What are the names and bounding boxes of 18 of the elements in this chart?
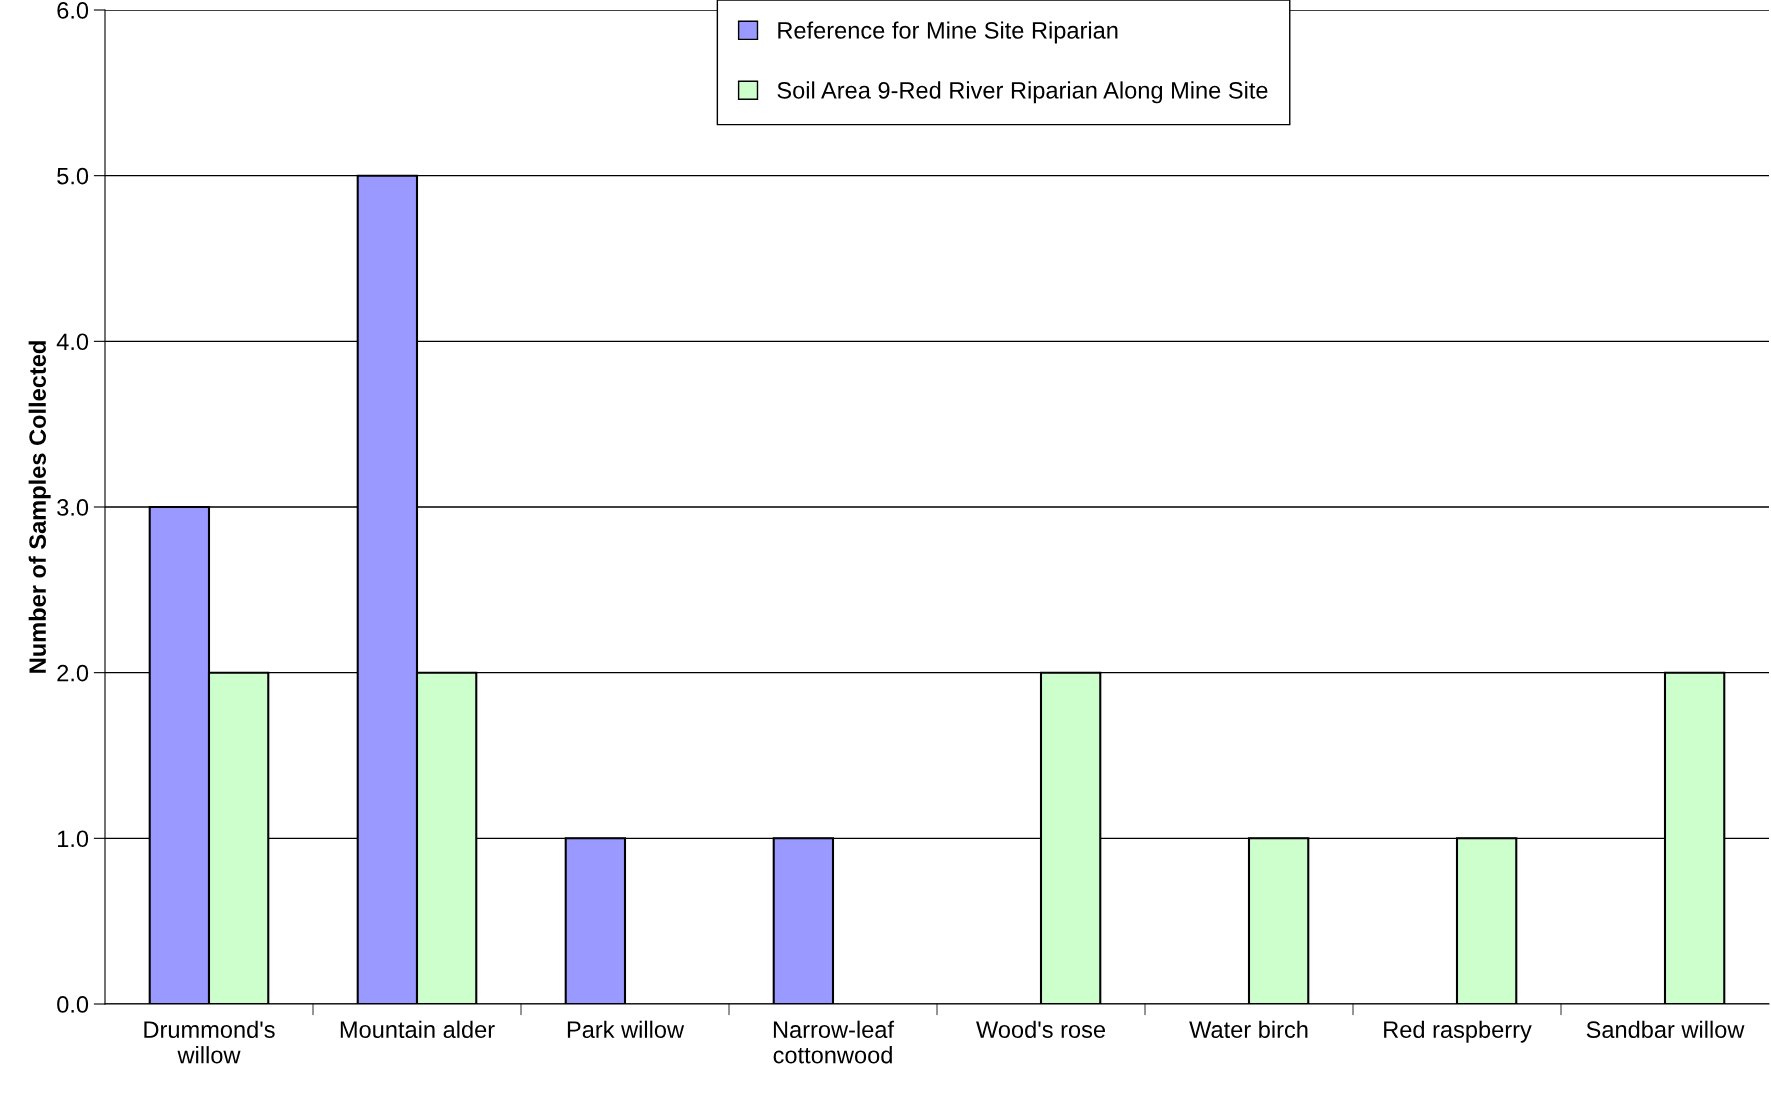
y-axis-title: Number of Samples Collected bbox=[28, 341, 51, 673]
x-tick-label: Water birch bbox=[1189, 1020, 1308, 1039]
x-tick-label: Narrow-leaf cottonwood bbox=[773, 1020, 895, 1064]
x-tick-label: Wood's rose bbox=[976, 1020, 1105, 1039]
y-tick-label: 1.0 bbox=[58, 830, 89, 848]
x-tick-label: Drummond's willow bbox=[144, 1020, 275, 1064]
x-tick-label: Mountain alder bbox=[340, 1020, 495, 1039]
y-tick-label: 4.0 bbox=[56, 333, 89, 351]
x-tick-label: Park willow bbox=[567, 1020, 685, 1039]
y-tick-label: 5.0 bbox=[57, 167, 89, 185]
y-tick-label: 0.0 bbox=[57, 996, 89, 1013]
legend-label: Reference for Mine Site Riparian bbox=[778, 21, 1118, 44]
x-tick-label: Sandbar willow bbox=[1586, 1020, 1745, 1039]
y-tick-label: 6.0 bbox=[57, 2, 89, 19]
y-tick-label: 2.0 bbox=[57, 664, 89, 682]
legend-label: Soil Area 9-Red River Riparian Along Mine Site bbox=[777, 81, 1268, 104]
y-tick-label: 3.0 bbox=[57, 499, 89, 516]
x-tick-label: Red raspberry bbox=[1384, 1020, 1532, 1043]
